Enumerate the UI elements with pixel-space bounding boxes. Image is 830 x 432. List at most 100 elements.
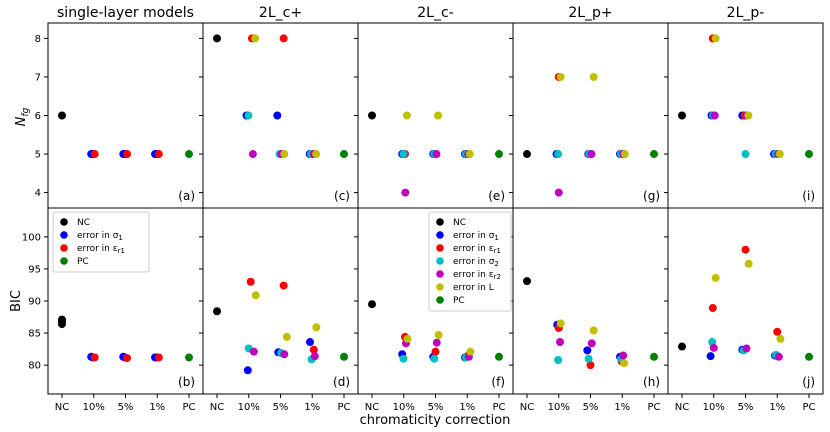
data-point-PC	[185, 150, 193, 159]
panel-label: (g)	[643, 189, 660, 203]
legend-marker-NC	[60, 218, 68, 226]
data-point-s2	[554, 150, 563, 159]
data-point-s2	[584, 354, 593, 363]
panel-frame-top-3	[512, 22, 669, 209]
y-tick-label-top: 8	[35, 34, 41, 45]
data-point-PC	[805, 150, 813, 159]
data-point-er2	[554, 188, 563, 197]
legend-label-main: error in σ	[77, 231, 119, 241]
legend-label: error in L	[453, 283, 494, 293]
panel-label: (d)	[333, 375, 350, 389]
x-tick-label: 10%	[393, 402, 415, 413]
data-point-NC	[678, 111, 686, 120]
legend-label: error in σ1	[77, 231, 123, 242]
data-point-L	[403, 334, 412, 343]
x-tick-label: NC	[520, 402, 534, 413]
data-point-NC	[678, 342, 686, 351]
legend-marker-s1	[436, 231, 444, 239]
data-point-L	[589, 72, 598, 81]
legend-label-main: error in σ	[453, 257, 495, 267]
legend-label-main: NC	[77, 218, 90, 228]
legend-marker-er1	[60, 244, 68, 252]
data-point-NC	[523, 150, 531, 159]
x-tick-label: 1%	[459, 402, 475, 413]
data-point-L	[744, 111, 753, 120]
data-point-er2	[710, 111, 719, 120]
data-point-er2	[742, 344, 751, 353]
data-point-s1	[706, 352, 715, 361]
legend-label: PC	[453, 296, 465, 306]
data-point-er1	[154, 353, 163, 362]
legend-frame	[52, 211, 150, 273]
data-point-s1	[273, 111, 282, 120]
data-point-PC	[650, 352, 658, 361]
data-point-er1	[741, 245, 750, 254]
data-point-L	[775, 150, 784, 159]
data-point-L	[434, 111, 443, 120]
data-point-NC	[368, 300, 376, 309]
data-point-L	[434, 330, 443, 339]
x-tick-label: 10%	[548, 402, 570, 413]
data-point-NC	[58, 320, 66, 329]
data-point-s1	[306, 338, 315, 347]
legend-marker-er1	[436, 244, 444, 252]
x-tick-label: NC	[55, 402, 69, 413]
data-point-s2	[399, 150, 408, 159]
data-point-PC	[185, 353, 193, 362]
legend-marker-er2	[436, 270, 444, 278]
data-point-L	[402, 111, 411, 120]
data-point-s1	[583, 346, 592, 355]
data-point-NC	[213, 34, 221, 43]
data-point-s2	[399, 354, 408, 363]
x-tick-label: 5%	[118, 402, 134, 413]
legend-label-sub: 1	[118, 234, 122, 242]
y-axis-label-bottom: BIC	[9, 290, 24, 312]
legend-label-main: PC	[77, 257, 89, 267]
data-point-NC	[523, 277, 531, 286]
legend-frame	[428, 211, 512, 312]
legend-marker-NC	[436, 218, 444, 226]
data-point-s2	[554, 356, 563, 365]
x-tick-label: PC	[802, 402, 815, 413]
panel-frame-top-0	[47, 22, 204, 209]
y-tick-label-top: 4	[35, 188, 41, 199]
data-point-er2	[556, 338, 565, 347]
legend-label: error in εr1	[453, 244, 501, 255]
legend-label: PC	[77, 257, 89, 267]
x-tick-label: PC	[647, 402, 660, 413]
legend-label-main: error in ε	[453, 244, 494, 254]
data-point-PC	[650, 150, 658, 159]
data-point-er2	[587, 150, 596, 159]
data-point-L	[556, 319, 565, 328]
y-tick-label-top: 6	[35, 111, 41, 122]
data-point-L	[280, 150, 289, 159]
y-tick-label-bottom: 95	[28, 264, 41, 275]
data-point-er1	[708, 304, 717, 313]
panel-label: (h)	[643, 375, 660, 389]
data-point-er2	[432, 150, 441, 159]
data-point-er1	[309, 345, 318, 354]
data-point-L	[744, 259, 753, 268]
legend-label: error in εr2	[453, 270, 501, 281]
data-point-er1	[279, 281, 288, 290]
panel-label: (j)	[802, 375, 815, 389]
data-point-s1	[243, 366, 252, 375]
y-tick-label-top: 5	[35, 150, 41, 161]
data-point-er1	[90, 353, 99, 362]
data-point-L	[589, 326, 598, 335]
data-point-PC	[340, 352, 348, 361]
legend-label-main: NC	[453, 218, 466, 228]
data-point-s2	[244, 111, 253, 120]
data-point-er2	[432, 338, 441, 347]
x-tick-label: 5%	[428, 402, 444, 413]
data-point-er2	[280, 350, 289, 359]
y-tick-label-bottom: 100	[22, 232, 41, 243]
data-point-er2	[619, 351, 628, 360]
column-title: 2L_c-	[417, 5, 453, 21]
data-point-L	[251, 291, 260, 300]
data-point-L	[312, 150, 321, 159]
x-tick-label: 5%	[738, 402, 754, 413]
data-point-s2	[430, 354, 439, 363]
